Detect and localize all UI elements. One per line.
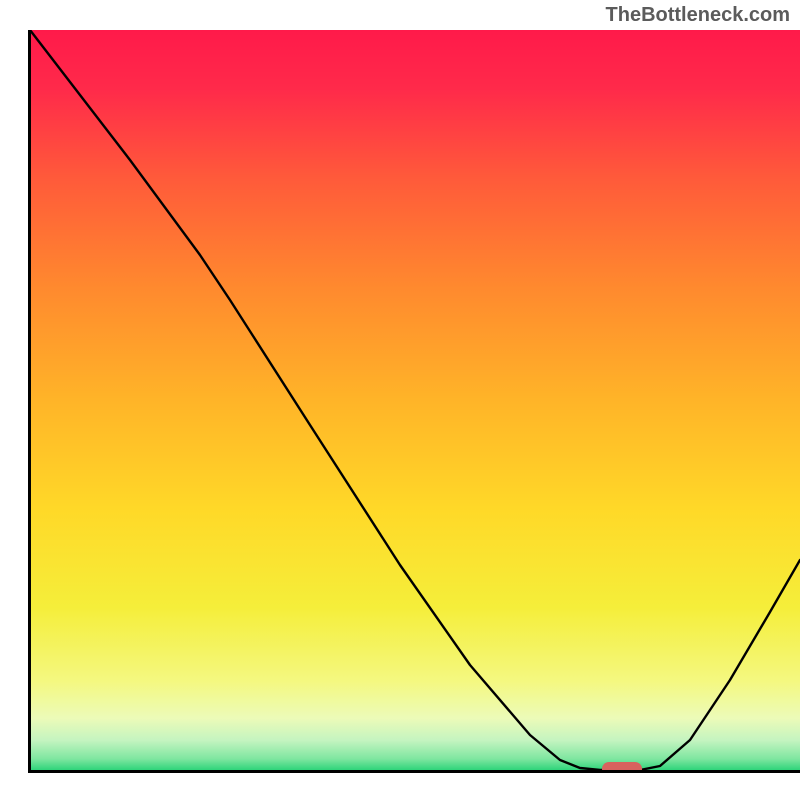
x-axis xyxy=(28,770,800,773)
watermark-text: TheBottleneck.com xyxy=(606,4,790,27)
chart-plot-area xyxy=(30,30,800,770)
chart-background xyxy=(30,30,800,770)
chart-svg xyxy=(30,30,800,770)
chart-marker xyxy=(602,762,642,770)
y-axis xyxy=(28,30,31,773)
chart-container: TheBottleneck.com xyxy=(0,0,800,800)
